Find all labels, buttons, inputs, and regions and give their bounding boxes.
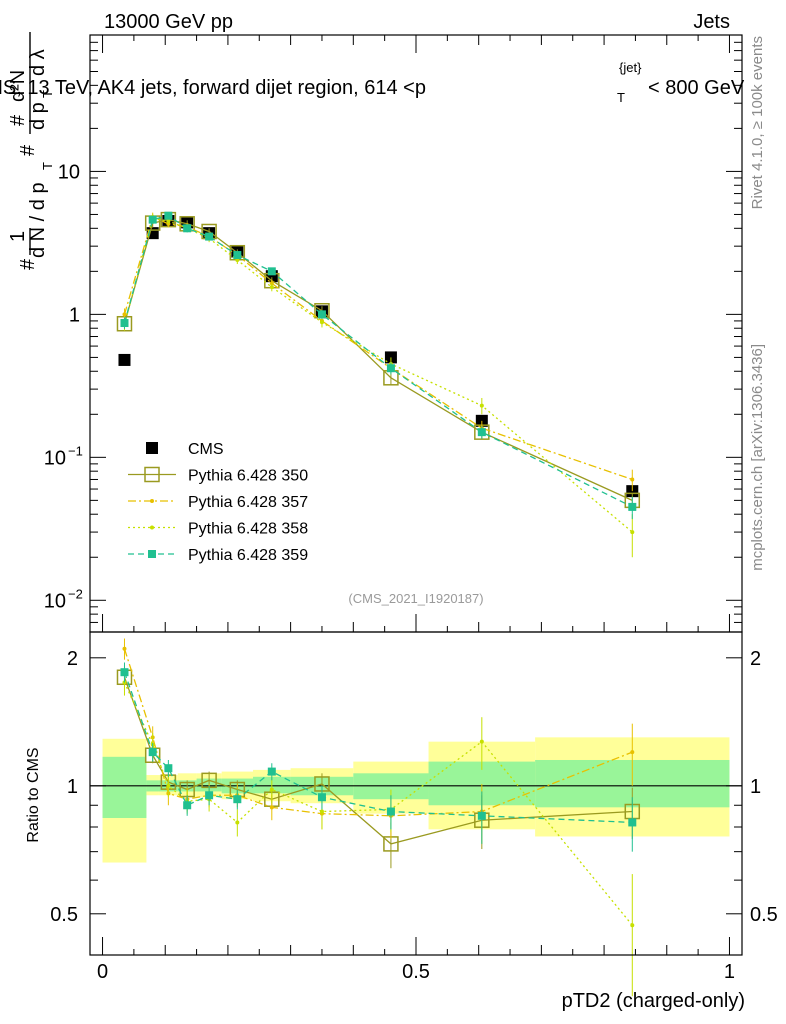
legend-marker-pythia-6-428-359 bbox=[148, 550, 156, 558]
ylabel-dlambda: d λ bbox=[27, 49, 49, 76]
legend-marker-cms bbox=[146, 442, 158, 454]
ratio-point-pythia-6-428-357 bbox=[122, 646, 127, 651]
ratio-point-pythia-6-428-359 bbox=[267, 767, 276, 776]
ratio-tick-label: 2 bbox=[67, 648, 78, 670]
ratio-tick-label-right: 0.5 bbox=[750, 904, 778, 926]
legend-marker-pythia-6-428-357 bbox=[150, 499, 154, 503]
ratio-tick-label-right: 2 bbox=[750, 648, 761, 670]
ylabel-dpT: d p bbox=[27, 102, 49, 130]
series-2 bbox=[122, 212, 635, 844]
ylabel-hash-2: # bbox=[17, 144, 39, 156]
ratio-point-pythia-6-428-358 bbox=[319, 809, 324, 814]
ratio-tick-label-right: 1 bbox=[750, 776, 761, 798]
ratio-point-pythia-6-428-358 bbox=[630, 923, 635, 928]
title-end: < 800 GeV bbox=[648, 77, 745, 99]
y-tick-label: 1 bbox=[69, 304, 80, 326]
chart-title: CMS, 13 TeV, AK4 jets, forward dijet reg… bbox=[0, 60, 745, 105]
ylabel-T-1: T bbox=[40, 162, 55, 170]
header-left: 13000 GeV pp bbox=[104, 11, 233, 33]
legend-label-cms: CMS bbox=[188, 441, 224, 458]
x-axis-label: pTD2 (charged-only) bbox=[562, 990, 745, 1012]
ylabel-T-2: T bbox=[40, 90, 55, 98]
data-point-pythia-6-428-358 bbox=[479, 403, 484, 408]
y-tick-exponent: −1 bbox=[68, 443, 83, 458]
series-line-pythia-6-428-358 bbox=[123, 217, 633, 533]
y-tick-label: 10 bbox=[44, 590, 66, 612]
legend-label-pythia-6-428-357: Pythia 6.428 357 bbox=[188, 494, 308, 511]
ratio-point-pythia-6-428-358 bbox=[479, 739, 484, 744]
ratio-point-pythia-6-428-357 bbox=[269, 805, 274, 810]
ratio-tick-label: 1 bbox=[67, 776, 78, 798]
ylabel-hash-3: # bbox=[7, 114, 29, 126]
title-superscript: {jet} bbox=[619, 60, 642, 75]
data-point-pythia-6-428-359 bbox=[267, 267, 276, 276]
ratio-point-pythia-6-428-357 bbox=[630, 750, 635, 755]
x-tick-label: 0.5 bbox=[402, 961, 430, 983]
ratio-tick-label: 0.5 bbox=[50, 904, 78, 926]
data-point-cms bbox=[118, 353, 131, 366]
data-point-pythia-6-428-359 bbox=[477, 428, 486, 437]
data-point-pythia-6-428-358 bbox=[166, 218, 171, 223]
data-point-pythia-6-428-358 bbox=[269, 285, 274, 290]
ratio-point-pythia-6-428-358 bbox=[166, 783, 171, 788]
analysis-label: (CMS_2021_I1920187) bbox=[348, 591, 483, 606]
header-right: Jets bbox=[693, 11, 730, 33]
data-point-pythia-6-428-359 bbox=[164, 211, 173, 220]
legend-marker-pythia-6-428-350 bbox=[144, 466, 160, 483]
data-point-pythia-6-428-357 bbox=[122, 312, 127, 317]
ratio-point-pythia-6-428-358 bbox=[269, 787, 274, 792]
ratio-point-pythia-6-428-359 bbox=[386, 807, 395, 816]
data-point-pythia-6-428-359 bbox=[120, 319, 129, 328]
legend-label-pythia-6-428-358: Pythia 6.428 358 bbox=[188, 521, 308, 538]
ratio-point-pythia-6-428-359 bbox=[233, 795, 242, 804]
y-axis-label: # 1 d N / d p T # # d²N d p T d λ bbox=[7, 32, 55, 270]
legend-label-pythia-6-428-350: Pythia 6.428 350 bbox=[188, 468, 308, 485]
data-point-pythia-6-428-359 bbox=[628, 502, 637, 511]
ratio-point-pythia-6-428-359 bbox=[628, 818, 637, 827]
legend-marker-pythia-6-428-358 bbox=[150, 525, 154, 530]
ylabel-one: 1 bbox=[7, 231, 29, 242]
ratio-point-pythia-6-428-359 bbox=[183, 801, 192, 810]
ratio-band-inner bbox=[102, 756, 147, 818]
ratio-point-pythia-6-428-358 bbox=[235, 820, 240, 825]
data-point-pythia-6-428-358 bbox=[319, 320, 324, 325]
y-tick-label: 10 bbox=[44, 447, 66, 469]
title-main: CMS, 13 TeV, AK4 jets, forward dijet reg… bbox=[0, 77, 426, 99]
ylabel-dN-dpT: d N / d p bbox=[27, 182, 49, 258]
title-subscript: T bbox=[617, 90, 625, 105]
ylabel-d2N: d²N bbox=[7, 70, 29, 102]
data-point-pythia-6-428-358 bbox=[630, 530, 635, 535]
data-point-pythia-6-428-359 bbox=[205, 232, 214, 241]
legend: CMS Pythia 6.428 350 Pythia 6.428 357 Pythi… bbox=[128, 441, 308, 564]
ratio-line-pythia-6-428-357 bbox=[123, 648, 633, 817]
data-point-pythia-6-428-359 bbox=[386, 364, 395, 373]
series-4 bbox=[120, 211, 637, 852]
x-tick-label: 0 bbox=[97, 961, 108, 983]
ratio-point-pythia-6-428-359 bbox=[205, 791, 214, 800]
data-point-pythia-6-428-359 bbox=[183, 224, 192, 233]
data-point-pythia-6-428-359 bbox=[233, 251, 242, 260]
ratio-point-pythia-6-428-359 bbox=[477, 811, 486, 820]
legend-label-pythia-6-428-359: Pythia 6.428 359 bbox=[188, 547, 308, 564]
series-line-pythia-6-428-359 bbox=[123, 215, 633, 508]
main-panel-frame bbox=[89, 34, 743, 633]
ratio-point-pythia-6-428-359 bbox=[120, 668, 129, 677]
side-label-bottom: mcplots.cern.ch [arXiv:1306.3436] bbox=[749, 344, 766, 571]
ratio-point-pythia-6-428-359 bbox=[317, 793, 326, 802]
ratio-y-label: Ratio to CMS bbox=[25, 747, 42, 842]
y-tick-label: 10 bbox=[58, 161, 80, 183]
data-point-pythia-6-428-359 bbox=[317, 310, 326, 319]
data-point-pythia-6-428-357 bbox=[630, 477, 635, 482]
series-layer bbox=[116, 211, 641, 997]
ratio-point-pythia-6-428-359 bbox=[164, 764, 173, 773]
side-label-top: Rivet 4.1.0, ≥ 100k events bbox=[749, 36, 766, 209]
x-tick-label: 1 bbox=[724, 961, 735, 983]
ratio-point-pythia-6-428-359 bbox=[148, 748, 157, 757]
y-tick-exponent: −2 bbox=[68, 586, 83, 601]
ylabel-hash-1: # bbox=[17, 258, 39, 270]
data-point-pythia-6-428-359 bbox=[148, 215, 157, 224]
